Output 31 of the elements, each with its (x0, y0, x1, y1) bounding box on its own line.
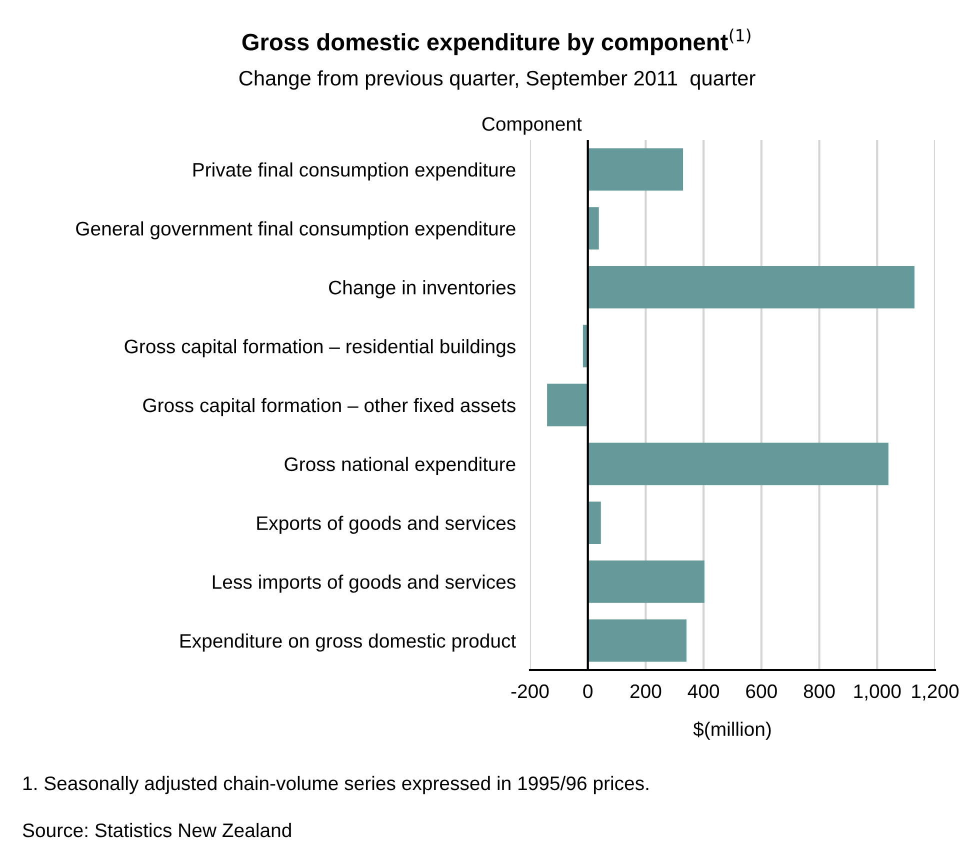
x-tick-label: 0 (583, 684, 593, 698)
bar (588, 619, 687, 662)
bar (588, 560, 704, 603)
bar (588, 207, 599, 250)
bar (588, 442, 888, 486)
bar (547, 384, 588, 426)
x-tick-label: -200 (511, 684, 549, 698)
y-tick-label: Gross national expenditure (284, 456, 516, 475)
text: 1. Seasonally adjusted chain-volume series expressed in 1995/96 prices. (23, 776, 648, 794)
y-axis-title: Component (482, 117, 582, 135)
x-tick-label: 400 (688, 684, 720, 698)
x-axis-title: $(million) (693, 721, 771, 740)
y-tick-label: General government final consumption expenditure (76, 221, 516, 240)
x-tick-label: 600 (746, 684, 777, 698)
y-tick-label: Expenditure on gross domestic product (180, 634, 516, 652)
y-tick-label: Change in inventories (329, 280, 516, 298)
y-tick-label: Less imports of goods and services (212, 574, 516, 593)
bar (588, 502, 601, 544)
chart-title: Gross domestic expenditure by component$^{(1)}$ (242, 28, 750, 56)
x-tick-label: 1,000 (854, 684, 901, 700)
source-note: Source: Statistics New Zealand (22, 822, 291, 838)
x-tick-label: 200 (630, 684, 662, 698)
y-tick-label: Exports of goods and services (257, 516, 516, 534)
y-tick-label: Gross capital formation – other fixed assets (143, 398, 516, 416)
y-tick-label: Gross capital formation – residential buildings (124, 339, 516, 358)
x-tick-label: 1,200 (912, 684, 959, 700)
bar (588, 266, 914, 308)
bar (588, 148, 684, 191)
chart-subtitle: Change from previous quarter, September 2011 quarter (239, 70, 756, 90)
y-tick-label: Private final consumption expenditure (193, 162, 516, 181)
x-tick-label: 800 (804, 684, 835, 698)
